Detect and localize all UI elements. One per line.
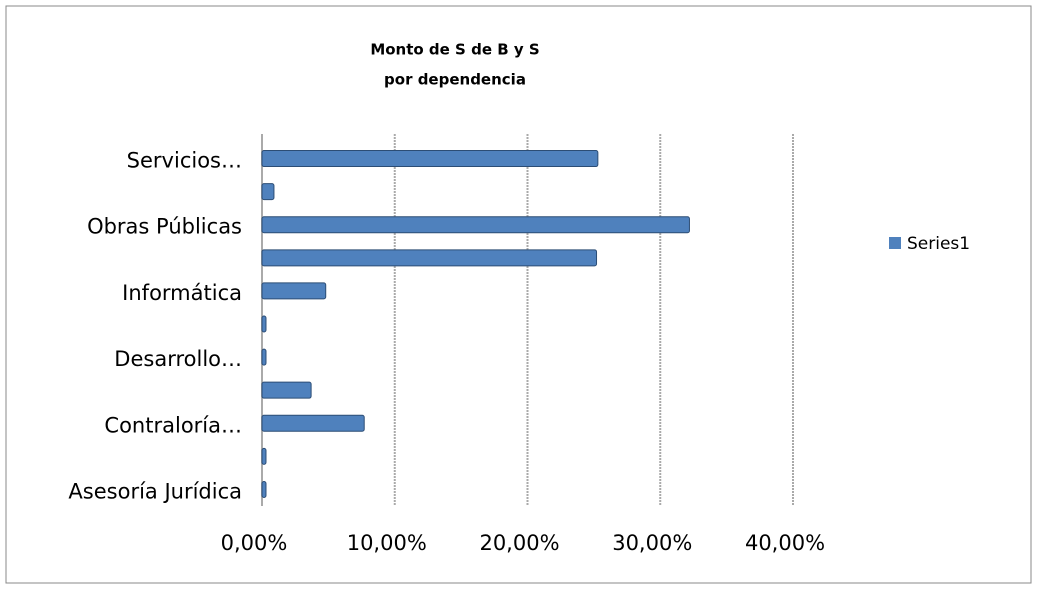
bar <box>261 414 365 432</box>
bar <box>261 348 267 366</box>
y-tick-label: Servicios… <box>127 149 242 173</box>
chart-title: por dependencia <box>384 71 526 89</box>
chart-title: Monto de S de B y S <box>370 41 539 59</box>
x-tick-label: 30,00% <box>612 531 692 555</box>
bar <box>261 249 598 267</box>
x-tick-label: 40,00% <box>745 531 825 555</box>
bar <box>261 183 275 201</box>
bar <box>261 381 312 399</box>
y-tick-label: Desarrollo… <box>114 347 242 371</box>
y-tick-label: Asesoría Jurídica <box>68 479 242 503</box>
bar <box>261 447 267 465</box>
bar <box>261 480 267 498</box>
x-tick-label: 0,00% <box>221 531 288 555</box>
x-tick-label: 20,00% <box>479 531 559 555</box>
bar <box>261 282 327 300</box>
legend-swatch <box>889 237 901 249</box>
chart-border <box>5 5 1032 584</box>
bar <box>261 216 690 234</box>
y-tick-label: Informática <box>122 281 242 305</box>
legend-label: Series1 <box>907 234 970 254</box>
bar <box>261 315 267 333</box>
x-tick-label: 10,00% <box>347 531 427 555</box>
y-tick-label: Obras Públicas <box>87 215 242 239</box>
bar <box>261 150 599 168</box>
y-tick-label: Contraloría… <box>104 413 242 437</box>
